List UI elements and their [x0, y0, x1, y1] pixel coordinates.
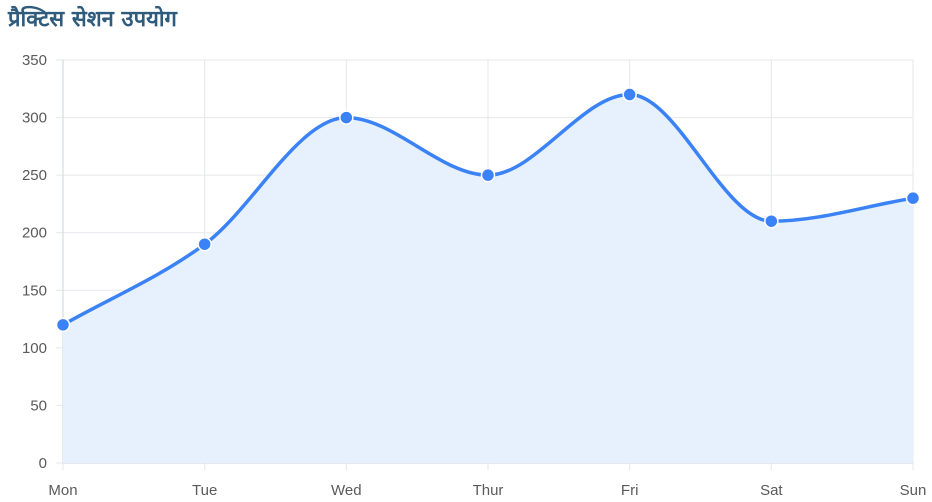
data-point[interactable] — [764, 213, 779, 229]
chart-title: प्रैक्टिस सेशन उपयोग — [8, 7, 177, 32]
data-point[interactable] — [55, 317, 71, 333]
x-tick-label: Tue — [192, 482, 217, 499]
data-point[interactable] — [480, 167, 496, 183]
y-tick-label: 100 — [22, 340, 47, 357]
y-tick-label: 200 — [22, 225, 47, 242]
y-tick-label: 0 — [39, 455, 47, 472]
x-tick-label: Sun — [900, 482, 927, 499]
x-tick-label: Thur — [473, 482, 504, 499]
y-tick-label: 150 — [22, 282, 47, 299]
data-point[interactable] — [339, 110, 354, 125]
data-point[interactable] — [197, 236, 212, 252]
y-tick-label: 300 — [22, 110, 47, 127]
data-point[interactable] — [622, 87, 637, 102]
y-tick-label: 350 — [22, 52, 47, 69]
y-tick-label: 50 — [30, 397, 47, 414]
x-tick-label: Wed — [331, 482, 362, 499]
data-points — [55, 87, 921, 333]
x-tick-label: Mon — [48, 482, 77, 499]
series-area-layer — [63, 94, 913, 464]
y-tick-label: 250 — [22, 167, 47, 184]
series-area-fill — [63, 94, 913, 464]
data-point[interactable] — [905, 190, 921, 206]
x-tick-label: Sat — [760, 482, 783, 499]
x-tick-label: Fri — [621, 482, 639, 499]
y-axis-ticks: 0 50 100 150 200 250 300 350 — [22, 52, 47, 472]
x-axis-ticks: Mon Tue Wed Thur Fri Sat Sun — [48, 482, 926, 499]
